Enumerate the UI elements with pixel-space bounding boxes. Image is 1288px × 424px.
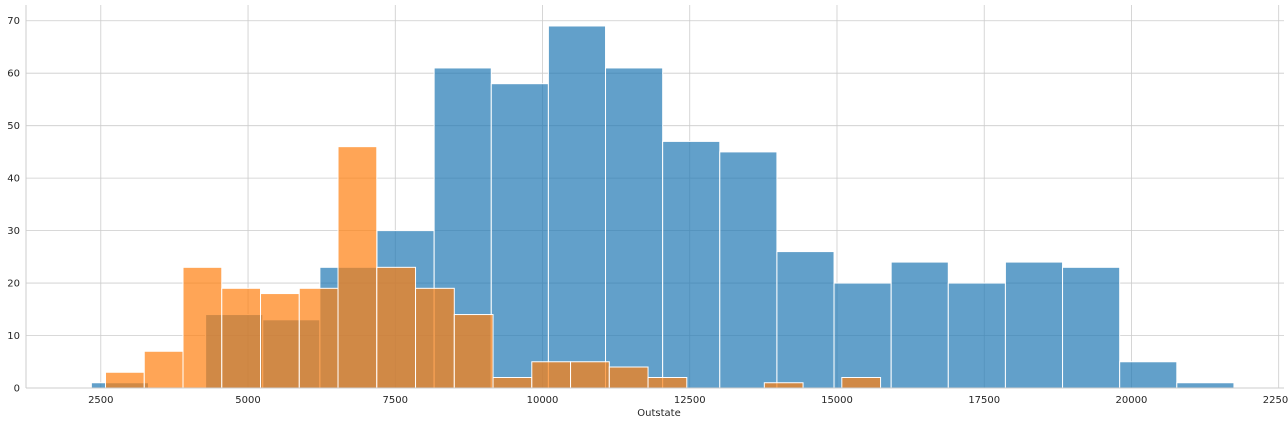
histogram-bar-series-1 [776, 251, 835, 389]
axis-layer: 2500 5000 7500 10000 12500 15000 17500 20000 225… [7, 5, 1288, 406]
histogram-bar-series-2 [841, 377, 882, 389]
x-tick-label: 7500 [383, 395, 408, 406]
histogram-bar-series-2 [415, 287, 455, 389]
bar-layer [90, 25, 1235, 389]
histogram-bar-series-1 [490, 83, 549, 389]
x-axis-label: Outstate [637, 408, 680, 419]
x-tick-label: 17500 [968, 395, 1000, 406]
x-tick-label: 5000 [235, 395, 260, 406]
histogram-bar-series-1 [1119, 361, 1178, 389]
y-tick-label: 60 [7, 69, 20, 80]
x-tick-label: 12500 [674, 395, 706, 406]
y-tick-label: 10 [7, 331, 20, 342]
histogram-bar-series-1 [662, 140, 721, 389]
histogram-bar-series-2 [492, 377, 533, 389]
histogram-bar-series-1 [719, 151, 778, 389]
histogram-bar-series-2 [608, 366, 649, 389]
histogram-bar-series-2 [105, 371, 145, 389]
histogram-bar-series-1 [833, 282, 892, 389]
y-tick-label: 40 [7, 174, 20, 185]
histogram-bar-series-2 [221, 287, 262, 389]
histogram-bar-series-2 [531, 361, 572, 389]
y-tick-label: 30 [7, 226, 20, 237]
x-tick-label: 10000 [527, 395, 559, 406]
histogram-bar-series-2 [143, 350, 184, 389]
histogram-bar-series-2 [298, 287, 339, 389]
histogram-bar-series-1 [1062, 266, 1121, 389]
histogram-bar-series-1 [547, 25, 607, 389]
x-tick-label: 2500 [88, 395, 113, 406]
histogram-bar-series-1 [1004, 261, 1064, 389]
histogram-bar-series-2 [182, 266, 223, 389]
histogram-bar-series-2 [376, 266, 417, 389]
y-tick-label: 0 [14, 384, 20, 395]
x-tick-label: 20000 [1116, 395, 1148, 406]
histogram-bar-series-1 [605, 67, 664, 389]
histogram-bar-series-1 [1176, 382, 1235, 389]
y-tick-label: 50 [7, 121, 20, 132]
histogram-bar-series-2 [453, 314, 494, 389]
histogram-bar-series-2 [647, 377, 688, 389]
histogram-bar-series-2 [763, 382, 804, 389]
histogram-bar-series-2 [260, 293, 300, 389]
y-tick-label: 70 [7, 16, 20, 27]
histogram-bar-series-2 [337, 146, 378, 389]
histogram-bar-series-1 [947, 282, 1006, 389]
histogram-bar-series-1 [890, 261, 949, 389]
y-tick-label: 20 [7, 279, 20, 290]
histogram-bar-series-2 [570, 361, 610, 389]
x-tick-label: 15000 [821, 395, 853, 406]
